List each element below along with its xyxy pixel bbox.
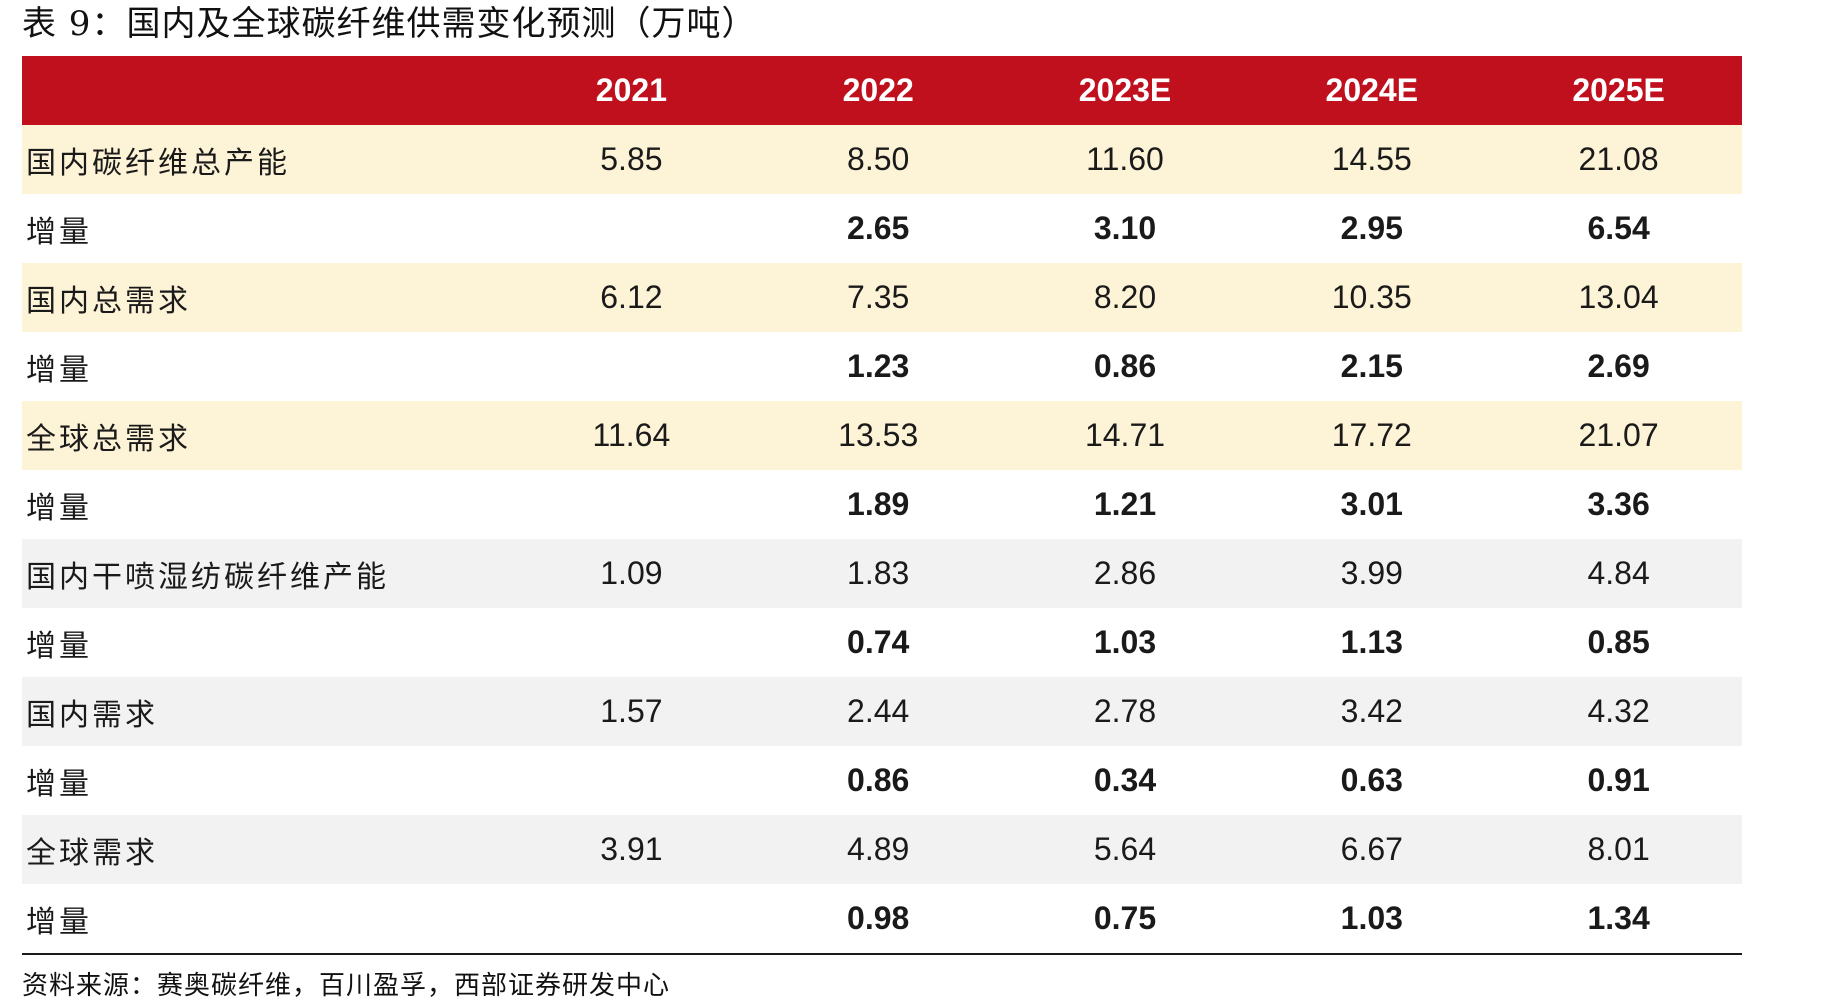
value-cell: 2.78 (1093, 693, 1157, 729)
value-cell: 4.84 (1587, 555, 1650, 591)
value-cell: 21.07 (1578, 417, 1659, 453)
value-cell: 3.01 (1340, 486, 1403, 522)
source-note: 资料来源：赛奥碳纤维，百川盈孚，西部证券研发中心 (22, 971, 671, 1001)
value-cell: 21.08 (1578, 141, 1659, 177)
value-cell: 0.86 (847, 762, 910, 798)
row-label: 国内需求 (26, 697, 158, 733)
value-cell: 3.36 (1587, 486, 1650, 522)
value-cell: 5.85 (600, 141, 663, 177)
value-cell: 1.83 (847, 555, 910, 591)
row-label: 国内总需求 (26, 283, 191, 319)
value-cell: 4.89 (847, 831, 910, 867)
supply-demand-table: 2021 2022 2023E 2024E 2025E 国内碳纤维总产能 5.85… (22, 56, 1742, 955)
value-cell: 4.32 (1587, 693, 1650, 729)
value-cell: 2.95 (1340, 210, 1403, 246)
value-cell: 6.54 (1587, 210, 1650, 246)
value-cell: 13.04 (1578, 279, 1659, 315)
value-cell: 0.98 (754, 884, 1002, 955)
value-cell: 0.85 (1587, 624, 1650, 660)
value-cell: 0.74 (847, 624, 910, 660)
value-cell: 0.86 (1093, 348, 1157, 384)
value-cell: 2.44 (847, 693, 910, 729)
header-cell-year: 2023E (1078, 72, 1172, 108)
value-cell: 10.35 (1331, 279, 1412, 315)
row-label: 全球需求 (26, 835, 158, 871)
value-cell: 1.03 (1248, 884, 1496, 955)
metric-row: 国内需求 1.57 2.44 2.78 3.42 4.32 (22, 677, 1742, 746)
value-cell (508, 884, 755, 955)
metric-row: 国内干喷湿纺碳纤维产能 1.09 1.83 2.86 3.99 4.84 (22, 539, 1742, 608)
value-cell: 1.03 (1093, 624, 1157, 660)
value-cell: 5.64 (1093, 831, 1157, 867)
value-cell: 0.75 (1001, 884, 1249, 955)
value-cell: 1.23 (847, 348, 910, 384)
value-cell (508, 194, 755, 263)
increment-row: 增量 0.74 1.03 1.13 0.85 (22, 608, 1742, 677)
table-title: 表 9：国内及全球碳纤维供需变化预测（万吨） (22, 4, 757, 44)
value-cell: 2.65 (847, 210, 910, 246)
value-cell: 6.67 (1340, 831, 1403, 867)
value-cell: 14.55 (1331, 141, 1412, 177)
increment-row: 增量 0.98 0.75 1.03 1.34 (22, 884, 1742, 955)
value-cell: 1.34 (1495, 884, 1742, 955)
header-cell-year: 2022 (842, 72, 914, 108)
table-header-row: 2021 2022 2023E 2024E 2025E (22, 56, 1742, 125)
value-cell (508, 746, 755, 815)
row-label: 国内干喷湿纺碳纤维产能 (26, 559, 389, 595)
row-label: 增量 (22, 884, 508, 955)
value-cell: 13.53 (838, 417, 919, 453)
value-cell: 1.09 (600, 555, 663, 591)
increment-row: 增量 2.65 3.10 2.95 6.54 (22, 194, 1742, 263)
value-cell (508, 470, 755, 539)
value-cell (508, 608, 755, 677)
value-cell: 2.86 (1093, 555, 1157, 591)
metric-row: 国内碳纤维总产能 5.85 8.50 11.60 14.55 21.08 (22, 125, 1742, 194)
value-cell: 8.50 (847, 141, 910, 177)
value-cell: 11.64 (592, 417, 671, 453)
header-cell-label (22, 56, 508, 125)
value-cell: 11.60 (1086, 141, 1164, 177)
increment-row: 增量 1.23 0.86 2.15 2.69 (22, 332, 1742, 401)
value-cell: 7.35 (847, 279, 910, 315)
header-cell-year: 2024E (1325, 72, 1419, 108)
value-cell: 17.72 (1331, 417, 1412, 453)
value-cell: 3.10 (1093, 210, 1157, 246)
row-label: 增量 (26, 766, 92, 802)
value-cell: 1.21 (1093, 486, 1157, 522)
value-cell: 0.63 (1340, 762, 1403, 798)
metric-row: 国内总需求 6.12 7.35 8.20 10.35 13.04 (22, 263, 1742, 332)
value-cell: 2.15 (1340, 348, 1403, 384)
header-cell-year: 2021 (595, 72, 667, 108)
value-cell: 1.57 (600, 693, 663, 729)
value-cell: 0.91 (1587, 762, 1650, 798)
metric-row: 全球总需求 11.64 13.53 14.71 17.72 21.07 (22, 401, 1742, 470)
value-cell: 8.01 (1587, 831, 1650, 867)
value-cell: 1.89 (847, 486, 910, 522)
header-cell-year: 2025E (1572, 72, 1665, 108)
table-body: 国内碳纤维总产能 5.85 8.50 11.60 14.55 21.08 增量 2.65 3.1… (22, 125, 1742, 955)
value-cell: 0.34 (1093, 762, 1157, 798)
increment-row: 增量 0.86 0.34 0.63 0.91 (22, 746, 1742, 815)
value-cell: 14.71 (1084, 417, 1166, 453)
row-label: 增量 (26, 352, 92, 388)
row-label: 增量 (26, 214, 92, 250)
value-cell: 3.91 (600, 831, 663, 867)
value-cell: 2.69 (1587, 348, 1650, 384)
value-cell: 1.13 (1340, 624, 1403, 660)
value-cell (508, 332, 755, 401)
value-cell: 8.20 (1093, 279, 1157, 315)
metric-row: 全球需求 3.91 4.89 5.64 6.67 8.01 (22, 815, 1742, 884)
value-cell: 3.42 (1340, 693, 1403, 729)
row-label: 全球总需求 (26, 421, 191, 457)
increment-row: 增量 1.89 1.21 3.01 3.36 (22, 470, 1742, 539)
value-cell: 3.99 (1340, 555, 1403, 591)
row-label: 增量 (26, 490, 92, 526)
value-cell: 6.12 (600, 279, 663, 315)
row-label: 国内碳纤维总产能 (26, 145, 290, 181)
row-label: 增量 (26, 628, 92, 664)
